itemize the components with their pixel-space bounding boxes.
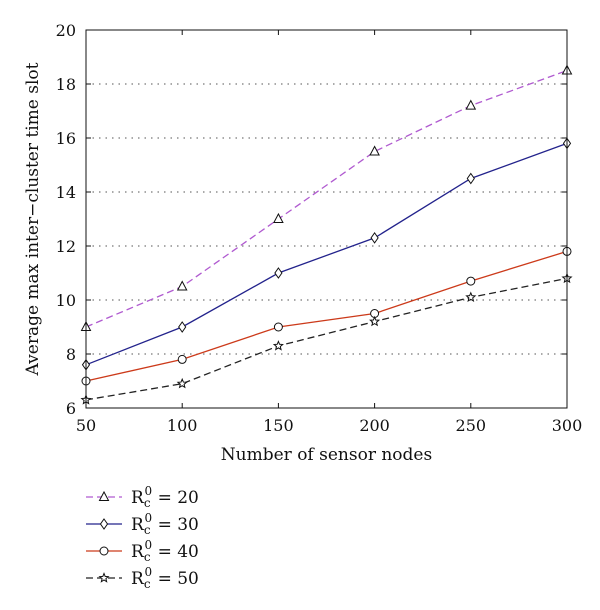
series-line: [85, 142, 568, 366]
legend-label: Rc0 = 20: [131, 484, 199, 510]
tick-marks: [85, 29, 568, 409]
x-tick-label: 150: [263, 416, 294, 435]
legend-label: Rc0 = 40: [131, 538, 199, 564]
plot-frame: [85, 29, 568, 409]
series-line: [85, 250, 568, 382]
data-point: [466, 276, 476, 286]
legend-marker: [98, 490, 110, 501]
legend-entry: Rc0 = 50: [86, 565, 199, 591]
x-tick-label: 50: [76, 416, 96, 435]
y-tick-label: 16: [56, 129, 76, 148]
series-line: [85, 69, 568, 328]
y-tick-label: 6: [66, 399, 76, 418]
y-tick-label: 8: [66, 345, 76, 364]
series-3: [80, 272, 573, 405]
legend-marker: [98, 572, 110, 583]
legend-entry: Rc0 = 40: [86, 538, 199, 564]
data-point: [177, 354, 187, 364]
x-tick-label: 200: [359, 416, 390, 435]
y-tick-label: 12: [56, 237, 76, 256]
data-point: [272, 340, 284, 351]
series-2: [81, 246, 572, 386]
legend-marker: [99, 546, 109, 556]
legend-label: Rc0 = 30: [131, 511, 199, 537]
tick-labels: 6 8 10 12 14 16 18 20 50 100 150 200 250 300: [56, 21, 583, 435]
data-point: [369, 315, 381, 327]
data-point: [465, 99, 477, 110]
legend-entry: Rc0 = 20: [86, 484, 199, 510]
series-0: [80, 64, 573, 331]
data-point: [465, 291, 477, 303]
data-point: [176, 377, 188, 389]
y-axis-label: Average max inter−cluster time slot: [23, 62, 43, 376]
data-point: [273, 212, 284, 223]
data-point: [370, 232, 379, 244]
y-tick-label: 10: [56, 291, 76, 310]
legend-entry: Rc0 = 30: [86, 511, 199, 537]
x-tick-label: 300: [552, 416, 583, 435]
legend-marker: [99, 518, 109, 530]
series-layer: [80, 64, 573, 405]
data-point: [178, 321, 187, 333]
x-axis-label: Number of sensor nodes: [221, 445, 432, 465]
series-1: [81, 137, 572, 371]
legend-label: Rc0 = 50: [131, 565, 199, 591]
x-tick-label: 250: [456, 416, 487, 435]
data-point: [369, 145, 380, 156]
grid-lines: [86, 83, 567, 355]
y-tick-label: 18: [56, 75, 76, 94]
series-line: [85, 277, 568, 401]
data-point: [466, 172, 475, 185]
y-tick-label: 20: [56, 21, 76, 40]
y-tick-label: 14: [56, 183, 76, 202]
data-point: [176, 280, 188, 291]
x-tick-label: 100: [167, 416, 198, 435]
data-point: [274, 267, 283, 279]
data-point: [273, 322, 283, 332]
